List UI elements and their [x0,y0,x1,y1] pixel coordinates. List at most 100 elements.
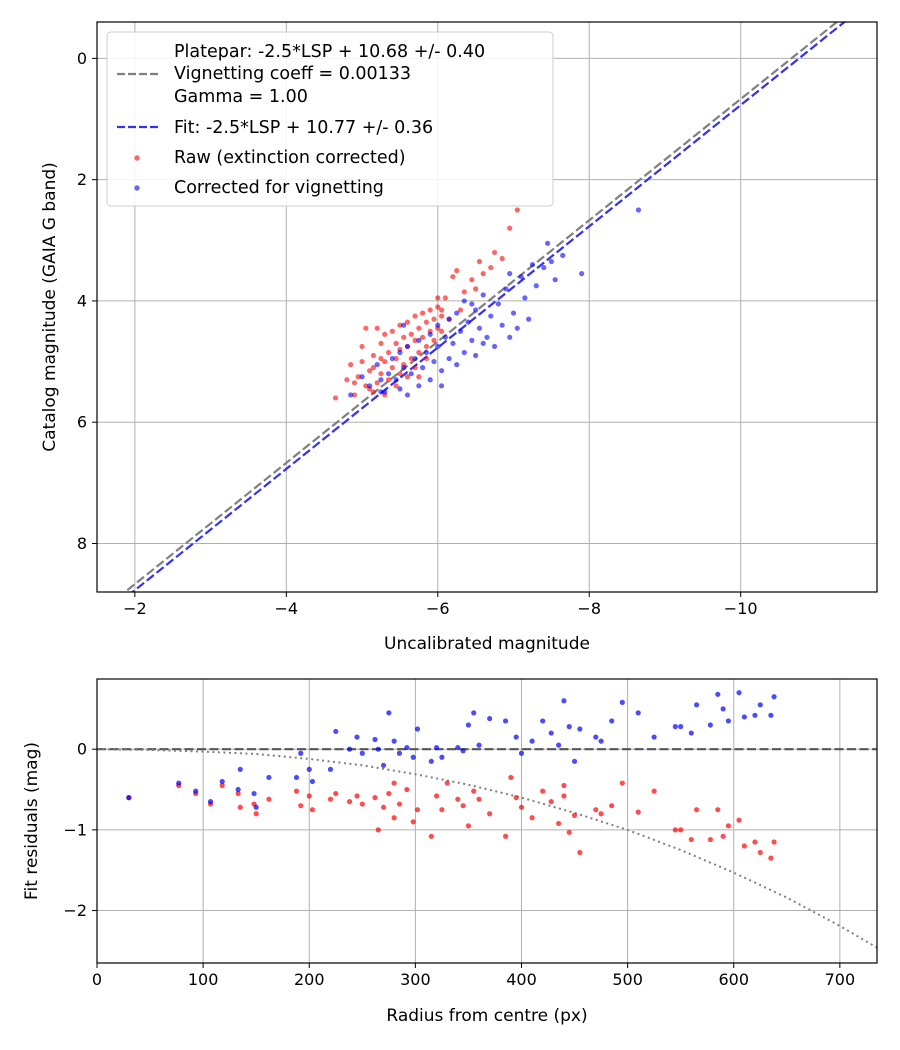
raw-point [391,815,397,821]
raw-point [397,371,403,377]
y-tick-label: 0 [77,49,87,68]
legend-corrected: Corrected for vignetting [174,178,384,198]
corrected-point [514,325,520,331]
raw-point [715,807,721,813]
raw-point [404,319,411,325]
corrected-point [541,264,547,271]
vignetting-curve [97,748,877,949]
corrected-point [455,744,461,751]
corrected-point [495,301,501,307]
corrected-point [207,799,214,805]
corrected-point [333,728,339,735]
raw-point [513,795,519,801]
raw-point [566,829,572,835]
corrected-point [435,343,441,350]
corrected-point [619,699,625,705]
raw-point [410,819,416,825]
corrected-point [752,712,758,718]
raw-point [593,807,599,813]
corrected-point [476,325,483,331]
raw-point [416,374,422,380]
corrected-point [386,710,392,716]
raw-point [344,377,350,383]
raw-point [374,325,380,331]
raw-point [382,358,388,365]
raw-point [293,788,300,794]
corrected-point [526,316,532,322]
corrected-point [253,804,259,810]
raw-point [385,377,392,383]
legend-gamma: Gamma = 1.00 [174,87,308,107]
raw-point [309,807,316,813]
corrected-point [635,710,641,716]
raw-point [508,774,514,781]
raw-point [420,310,426,316]
raw-point [420,334,426,340]
raw-point [416,325,422,331]
corrected-point [757,702,763,708]
raw-point [457,307,464,313]
raw-point [266,796,272,802]
raw-point [561,782,567,789]
corrected-point [518,750,525,756]
raw-point [416,349,422,356]
bottom-scatter-points [126,690,777,861]
corrected-point [507,334,513,340]
corrected-point [266,774,272,781]
corrected-point [688,730,694,736]
raw-point [473,286,479,292]
raw-point [253,811,259,817]
raw-point [306,793,312,799]
corrected-point [427,377,433,383]
corrected-point [510,310,517,316]
corrected-point [579,271,585,277]
corrected-point [397,349,403,356]
x-tick-label: 600 [718,970,749,989]
raw-point [518,804,525,810]
corrected-point [438,383,445,389]
raw-point [768,855,774,861]
raw-point [219,782,225,789]
raw-point [651,788,657,794]
corrected-point [374,362,380,368]
corrected-point [471,710,477,716]
corrected-point [502,718,509,724]
raw-point [397,322,403,328]
raw-point [741,843,747,849]
fit-line-fit [130,22,847,592]
bottom-reference-lines [97,748,877,949]
corrected-point [635,207,642,213]
corrected-point [469,337,475,343]
corrected-point [457,328,464,334]
corrected-point [237,766,243,772]
corrected-point [678,724,684,730]
raw-point [476,796,482,802]
corrected-point [672,724,678,730]
raw-point [380,804,387,810]
raw-point [404,786,410,793]
raw-point [401,334,407,340]
corrected-point [454,310,460,316]
corrected-point [476,742,482,748]
raw-point [375,827,381,833]
corrected-point [460,748,466,754]
raw-point [408,355,414,362]
bottom-plot-frame [96,678,878,964]
raw-point [359,343,365,350]
raw-point [378,355,384,362]
raw-point [235,790,241,797]
corrected-point [593,734,599,740]
corrected-point [518,274,524,280]
bottom-x-axis-label: Radius from centre (px) [386,1006,587,1026]
corrected-point [651,734,657,740]
y-tick-label: 4 [77,291,87,310]
raw-point [386,790,392,797]
raw-point [438,313,445,319]
raw-point [427,307,433,313]
x-tick-label: −6 [426,599,450,618]
corrected-point [491,343,498,350]
raw-point [725,823,732,829]
bottom-y-axis-label: Fit residuals (mag) [22,742,42,900]
top-x-axis-label: Uncalibrated magnitude [384,634,590,654]
corrected-point [416,383,422,389]
